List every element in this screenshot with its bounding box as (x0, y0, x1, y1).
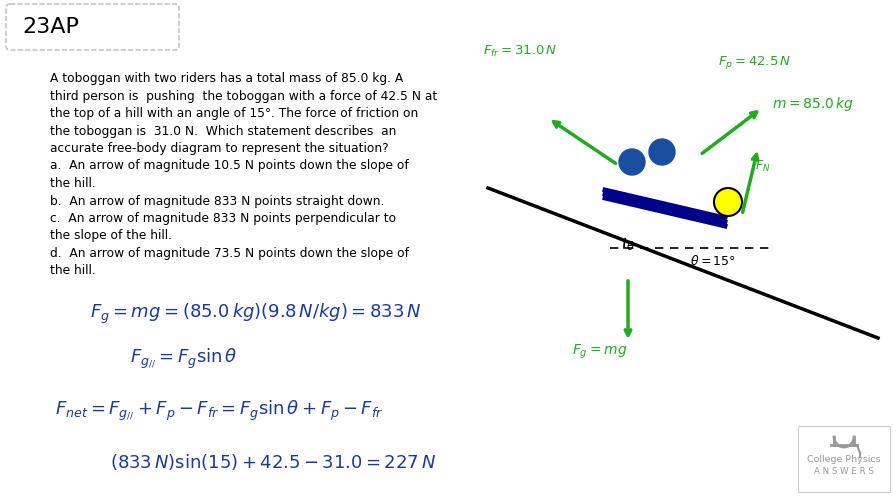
Text: the toboggan is  31.0 N.  Which statement describes  an: the toboggan is 31.0 N. Which statement … (50, 125, 396, 137)
Text: $(833\,N)\sin(15) + 42.5 - 31.0 = 227\,N$: $(833\,N)\sin(15) + 42.5 - 31.0 = 227\,N… (110, 452, 436, 472)
Text: the hill.: the hill. (50, 177, 96, 190)
Text: $F_{g_{//}} = F_g \sin\theta$: $F_{g_{//}} = F_g \sin\theta$ (130, 346, 237, 370)
Text: 23AP: 23AP (22, 17, 79, 37)
Text: $F_{net} = F_{g_{//}} + F_p - F_{fr} = F_g\sin\theta + F_p - F_{fr}$: $F_{net} = F_{g_{//}} + F_p - F_{fr} = F… (55, 398, 383, 422)
Text: A toboggan with two riders has a total mass of 85.0 kg. A: A toboggan with two riders has a total m… (50, 72, 403, 85)
Text: $\theta$: $\theta$ (626, 240, 635, 253)
FancyBboxPatch shape (798, 426, 890, 492)
Circle shape (619, 149, 645, 175)
Text: the hill.: the hill. (50, 265, 96, 278)
Text: b.  An arrow of magnitude 833 N points straight down.: b. An arrow of magnitude 833 N points st… (50, 195, 384, 208)
Text: College Physics: College Physics (807, 455, 881, 464)
Text: the slope of the hill.: the slope of the hill. (50, 229, 172, 242)
Text: $F_p= 42.5\,N$: $F_p= 42.5\,N$ (718, 54, 791, 71)
FancyBboxPatch shape (6, 4, 179, 50)
Text: accurate free-body diagram to represent the situation?: accurate free-body diagram to represent … (50, 142, 389, 155)
Text: $F_g = mg$: $F_g = mg$ (572, 343, 627, 361)
Text: the top of a hill with an angle of 15°. The force of friction on: the top of a hill with an angle of 15°. … (50, 107, 418, 120)
Text: third person is  pushing  the toboggan with a force of 42.5 N at: third person is pushing the toboggan wit… (50, 90, 437, 103)
Text: A N S W E R S: A N S W E R S (814, 467, 874, 476)
Text: $m= 85.0\,kg$: $m= 85.0\,kg$ (772, 95, 854, 113)
Text: d.  An arrow of magnitude 73.5 N points down the slope of: d. An arrow of magnitude 73.5 N points d… (50, 247, 409, 260)
Text: c.  An arrow of magnitude 833 N points perpendicular to: c. An arrow of magnitude 833 N points pe… (50, 212, 396, 225)
Text: $F_N$: $F_N$ (755, 159, 771, 174)
Circle shape (649, 139, 675, 165)
Text: $\theta = 15°$: $\theta = 15°$ (690, 254, 736, 268)
Text: $F_g = mg = (85.0\,kg)(9.8\,N/kg) = 833\,N$: $F_g = mg = (85.0\,kg)(9.8\,N/kg) = 833\… (90, 302, 422, 326)
Text: a.  An arrow of magnitude 10.5 N points down the slope of: a. An arrow of magnitude 10.5 N points d… (50, 159, 409, 173)
Text: $F_{fr}= 31.0\,N$: $F_{fr}= 31.0\,N$ (483, 44, 557, 59)
Circle shape (714, 188, 742, 216)
